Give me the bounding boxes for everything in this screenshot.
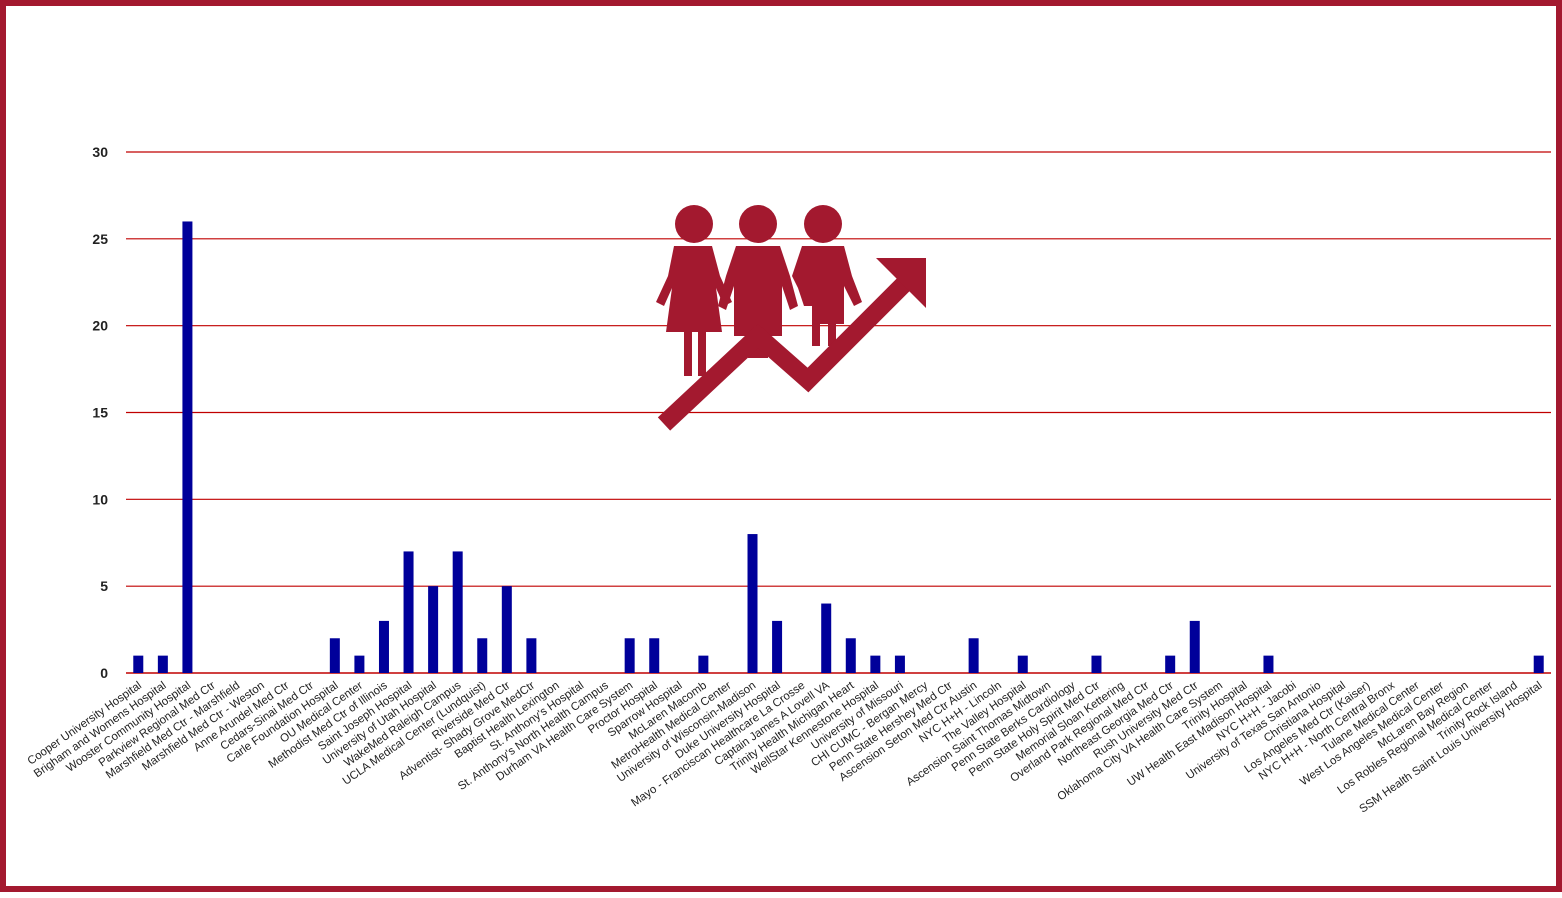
y-tick-label: 5: [100, 578, 108, 594]
bar: [354, 655, 365, 673]
bar: [428, 586, 439, 673]
bar: [452, 551, 463, 673]
bar: [772, 620, 783, 673]
bar: [157, 655, 168, 673]
bar: [1017, 655, 1028, 673]
bar: [870, 655, 881, 673]
bar: [968, 638, 979, 673]
bar: [403, 551, 414, 673]
bar: [182, 221, 193, 673]
y-tick-label: 20: [92, 318, 108, 334]
bar: [894, 655, 905, 673]
bar: [378, 620, 389, 673]
bar: [1263, 655, 1274, 673]
y-tick-label: 30: [92, 144, 108, 160]
y-tick-label: 15: [92, 405, 108, 421]
bar: [526, 638, 537, 673]
bar: [821, 603, 832, 673]
bar: [747, 534, 758, 673]
bar: [133, 655, 144, 673]
y-tick-label: 0: [100, 665, 108, 681]
bar: [1091, 655, 1102, 673]
bar: [624, 638, 635, 673]
bar: [649, 638, 660, 673]
gridlines: [126, 151, 1551, 674]
bar: [1533, 655, 1544, 673]
bar-chart: 0 5 10 15 20 25 30 Cooper University HospitalB…: [26, 144, 1551, 816]
y-tick-label: 10: [92, 491, 108, 507]
bar: [698, 655, 709, 673]
people-growth-icon: [656, 205, 926, 431]
y-tick-label: 25: [92, 231, 108, 247]
bar: [845, 638, 856, 673]
bar: [501, 586, 512, 673]
bar: [329, 638, 340, 673]
bar: [1189, 620, 1200, 673]
bars: [133, 221, 1544, 673]
bar: [477, 638, 488, 673]
y-axis-ticks: 0 5 10 15 20 25 30: [92, 144, 108, 681]
bar: [1165, 655, 1176, 673]
